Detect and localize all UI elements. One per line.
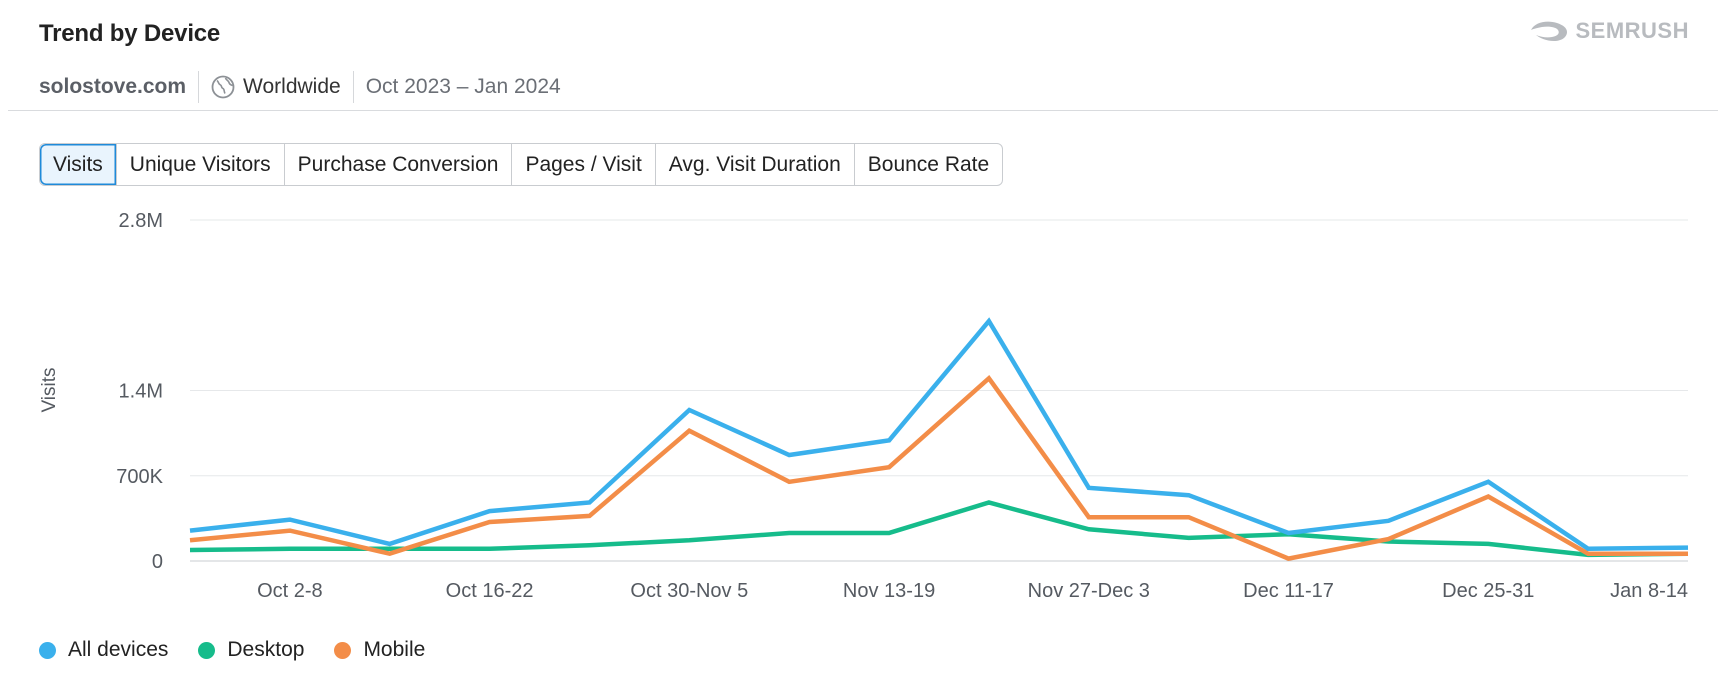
visits-line-chart: 0 700K 1.4M 2.8M Visits Oct 2-8 Oct 16-22 Oct 3… [39,210,1689,602]
legend-item-desktop[interactable]: Desktop [198,638,304,662]
tab-pages-per-visit[interactable]: Pages / Visit [511,144,654,185]
metric-tabs: Visits Unique Visitors Purchase Conversi… [39,143,1004,186]
x-tick-label: Nov 13-19 [843,580,935,602]
series-line-mobile [189,374,1688,561]
geo-label: Worldwide [243,75,341,98]
logo-text: SEMRUSH [1575,18,1689,43]
legend-dot-mobile [334,641,352,659]
semrush-logo: SEMRUSH [1529,18,1689,44]
tab-visits[interactable]: Visits [40,144,116,185]
header-divider [8,110,1718,111]
legend-item-mobile[interactable]: Mobile [334,638,425,662]
series-line-all-devices [189,317,1689,552]
tab-unique-visitors[interactable]: Unique Visitors [115,144,284,185]
x-tick-label: Oct 16-22 [446,580,534,602]
x-tick-label: Dec 11-17 [1243,580,1334,602]
x-tick-label: Dec 25-31 [1442,580,1534,602]
meta-separator [352,71,354,103]
x-tick-label: Nov 27-Dec 3 [1028,580,1150,602]
y-tick-label: 2.8M [119,210,163,232]
chart-header: Trend by Device solostove.com Worldwide … [39,18,1689,112]
tab-avg-visit-duration[interactable]: Avg. Visit Duration [654,144,854,185]
legend-label: Desktop [227,638,305,661]
legend-dot-all-devices [39,641,56,659]
series-line-desktop [189,500,1689,558]
meta-row: solostove.com Worldwide Oct 2023 – Jan 2… [39,70,561,104]
legend-label: Mobile [363,638,426,661]
x-tick-label: Oct 2-8 [257,580,323,602]
legend-label: All devices [68,638,169,661]
y-tick-label: 1.4M [119,381,163,403]
date-range-label: Oct 2023 – Jan 2024 [365,75,561,98]
y-axis-label: Visits [39,367,60,412]
tab-bounce-rate[interactable]: Bounce Rate [853,144,1002,185]
globe-icon [211,75,235,99]
chart-legend: All devices Desktop Mobile [39,638,425,662]
meta-separator [198,71,200,103]
semrush-flame-icon [1531,21,1568,41]
x-tick-label: Oct 30-Nov 5 [630,580,748,602]
y-tick-label: 0 [152,551,163,573]
y-tick-label: 700K [116,466,163,488]
tab-purchase-conversion[interactable]: Purchase Conversion [283,144,512,185]
legend-dot-desktop [198,641,216,659]
domain-label: solostove.com [39,75,187,98]
x-tick-label: Jan 8-14 [1610,580,1688,602]
widget-title: Trend by Device [39,20,221,47]
legend-item-all-devices[interactable]: All devices [39,638,168,662]
